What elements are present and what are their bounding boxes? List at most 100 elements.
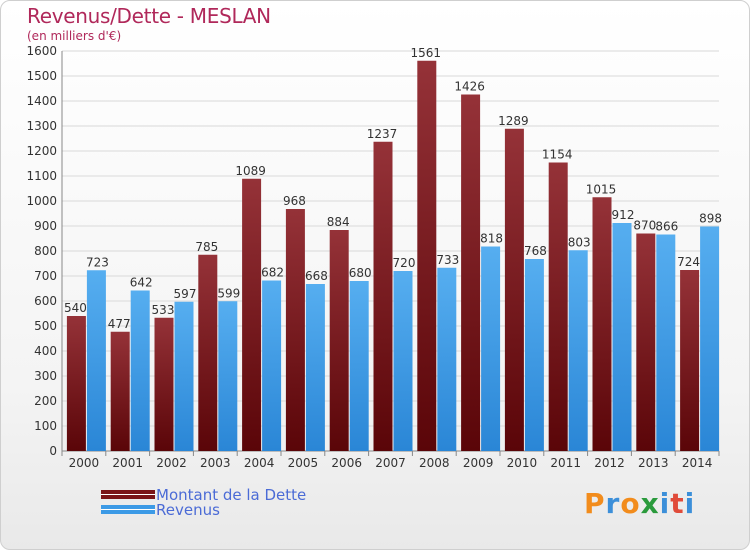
x-tick-label-2008: 2008 <box>419 456 450 470</box>
bar-dette-2001 <box>110 331 130 451</box>
data-label-dette-2007: 1237 <box>367 127 398 141</box>
brand-letter: i <box>659 487 671 520</box>
data-label-revenus-2000: 723 <box>86 255 109 269</box>
y-tick-label: 1400 <box>26 94 57 108</box>
x-tick-label-2002: 2002 <box>156 456 187 470</box>
brand-letter: r <box>605 487 621 520</box>
data-label-dette-2004: 1089 <box>235 164 266 178</box>
bar-dette-2002 <box>154 317 174 451</box>
chart-title: Revenus/Dette - MESLAN <box>27 4 271 28</box>
data-label-revenus-2014: 898 <box>699 212 722 226</box>
legend-swatch-dette <box>101 490 155 499</box>
data-label-revenus-2007: 720 <box>393 256 416 270</box>
y-tick-label: 400 <box>34 344 57 358</box>
data-labels: 540 723 477 642 533 597 785 599 1089 682 968 668 884… <box>64 46 722 331</box>
data-label-dette-2006: 884 <box>327 215 350 229</box>
x-tick-label-2011: 2011 <box>550 456 581 470</box>
y-tick-label: 800 <box>34 244 57 258</box>
x-tick-label-2013: 2013 <box>638 456 669 470</box>
data-label-revenus-2006: 680 <box>349 266 372 280</box>
data-label-dette-2000: 540 <box>64 301 87 315</box>
data-label-revenus-2012: 912 <box>612 208 635 222</box>
x-tick-label-2005: 2005 <box>288 456 319 470</box>
y-tick-label: 500 <box>34 319 57 333</box>
data-label-revenus-2013: 866 <box>655 220 678 234</box>
x-tick-label-2010: 2010 <box>507 456 538 470</box>
bar-revenus-2008 <box>437 267 457 451</box>
data-label-dette-2010: 1289 <box>498 114 529 128</box>
bar-revenus-2003 <box>218 301 238 451</box>
bar-dette-2012 <box>592 197 612 451</box>
brand-letter: i <box>684 487 696 520</box>
data-label-dette-2012: 1015 <box>586 182 617 196</box>
data-label-dette-2002: 533 <box>152 303 175 317</box>
data-label-revenus-2005: 668 <box>305 269 328 283</box>
bar-dette-2005 <box>285 209 305 451</box>
y-axis-ticks: 0 100 200 300 400 500 600 700 800 900 1000 1100 1200… <box>26 44 57 458</box>
bar-revenus-2001 <box>130 290 150 451</box>
x-tick-label-2003: 2003 <box>200 456 231 470</box>
y-tick-label: 1500 <box>26 69 57 83</box>
bar-revenus-2005 <box>305 284 325 451</box>
legend-swatch-revenus <box>101 505 155 514</box>
y-tick-label: 0 <box>49 444 57 458</box>
y-tick-label: 1600 <box>26 44 57 58</box>
brand-letter: o <box>620 487 641 520</box>
bar-revenus-2007 <box>393 271 413 451</box>
bar-revenus-2004 <box>262 280 282 451</box>
x-tick-label-2009: 2009 <box>463 456 494 470</box>
data-label-dette-2014: 724 <box>677 255 700 269</box>
brand-letter: P <box>584 487 606 520</box>
bar-dette-2014 <box>680 270 700 451</box>
bars <box>66 60 720 451</box>
data-label-revenus-2002: 597 <box>174 287 197 301</box>
y-tick-label: 1200 <box>26 144 57 158</box>
bar-revenus-2002 <box>174 301 194 451</box>
bar-dette-2004 <box>242 178 262 451</box>
data-label-revenus-2010: 768 <box>524 244 547 258</box>
bar-dette-2010 <box>504 128 524 451</box>
brand-letter: t <box>670 487 685 520</box>
brand-letter: x <box>640 487 660 520</box>
bar-dette-2008 <box>417 60 437 451</box>
x-tick-label-2004: 2004 <box>244 456 275 470</box>
bar-dette-2000 <box>66 316 86 451</box>
bar-revenus-2000 <box>86 270 106 451</box>
bar-revenus-2014 <box>700 226 720 451</box>
bar-dette-2003 <box>198 254 218 451</box>
y-tick-label: 900 <box>34 219 57 233</box>
y-tick-label: 300 <box>34 369 57 383</box>
y-tick-label: 1100 <box>26 169 57 183</box>
data-label-dette-2003: 785 <box>195 240 218 254</box>
legend-label-dette: Montant de la Dette <box>156 486 307 504</box>
bar-revenus-2006 <box>349 281 369 451</box>
data-label-dette-2011: 1154 <box>542 148 573 162</box>
y-tick-label: 100 <box>34 419 57 433</box>
bar-dette-2013 <box>636 233 656 451</box>
bar-dette-2011 <box>548 162 568 451</box>
y-tick-label: 1000 <box>26 194 57 208</box>
x-axis-ticks: 2000 2001 2002 2003 2004 2005 2006 2007 2008 2009… <box>61 451 720 470</box>
data-label-revenus-2001: 642 <box>130 276 153 290</box>
legend-label-revenus: Revenus <box>156 501 220 519</box>
x-tick-label-2006: 2006 <box>331 456 362 470</box>
x-tick-label-2001: 2001 <box>112 456 143 470</box>
brand-logo: Proxiti <box>584 487 695 520</box>
bar-dette-2007 <box>373 141 393 451</box>
x-tick-label-2012: 2012 <box>594 456 625 470</box>
data-label-dette-2001: 477 <box>108 317 131 331</box>
bar-revenus-2011 <box>568 250 588 451</box>
data-label-dette-2013: 870 <box>633 219 656 233</box>
chart-subtitle: (en milliers d'€) <box>27 29 122 43</box>
bar-revenus-2012 <box>612 223 632 451</box>
x-tick-label-2000: 2000 <box>69 456 100 470</box>
x-tick-label-2014: 2014 <box>682 456 713 470</box>
bar-dette-2009 <box>461 94 481 451</box>
x-tick-label-2007: 2007 <box>375 456 406 470</box>
data-label-dette-2005: 968 <box>283 194 306 208</box>
data-label-dette-2008: 1561 <box>411 46 442 60</box>
bar-revenus-2010 <box>524 259 544 451</box>
bar-dette-2006 <box>329 230 349 451</box>
